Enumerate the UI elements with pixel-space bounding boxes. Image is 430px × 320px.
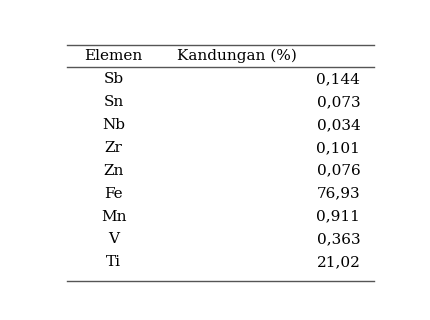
- Text: Elemen: Elemen: [85, 49, 143, 63]
- Text: Sn: Sn: [104, 95, 124, 109]
- Text: 0,144: 0,144: [316, 72, 360, 86]
- Text: Mn: Mn: [101, 210, 126, 224]
- Text: Kandungan (%): Kandungan (%): [177, 48, 297, 63]
- Text: 0,073: 0,073: [317, 95, 360, 109]
- Text: 21,02: 21,02: [316, 255, 360, 269]
- Text: 0,101: 0,101: [316, 141, 360, 155]
- Text: 0,363: 0,363: [317, 232, 360, 246]
- Text: Sb: Sb: [104, 72, 124, 86]
- Text: V: V: [108, 232, 119, 246]
- Text: 76,93: 76,93: [317, 187, 360, 201]
- Text: Nb: Nb: [102, 118, 125, 132]
- Text: 0,911: 0,911: [316, 210, 360, 224]
- Text: Zn: Zn: [104, 164, 124, 178]
- Text: 0,034: 0,034: [316, 118, 360, 132]
- Text: Fe: Fe: [104, 187, 123, 201]
- Text: Ti: Ti: [106, 255, 121, 269]
- Text: 0,076: 0,076: [316, 164, 360, 178]
- Text: Zr: Zr: [105, 141, 123, 155]
